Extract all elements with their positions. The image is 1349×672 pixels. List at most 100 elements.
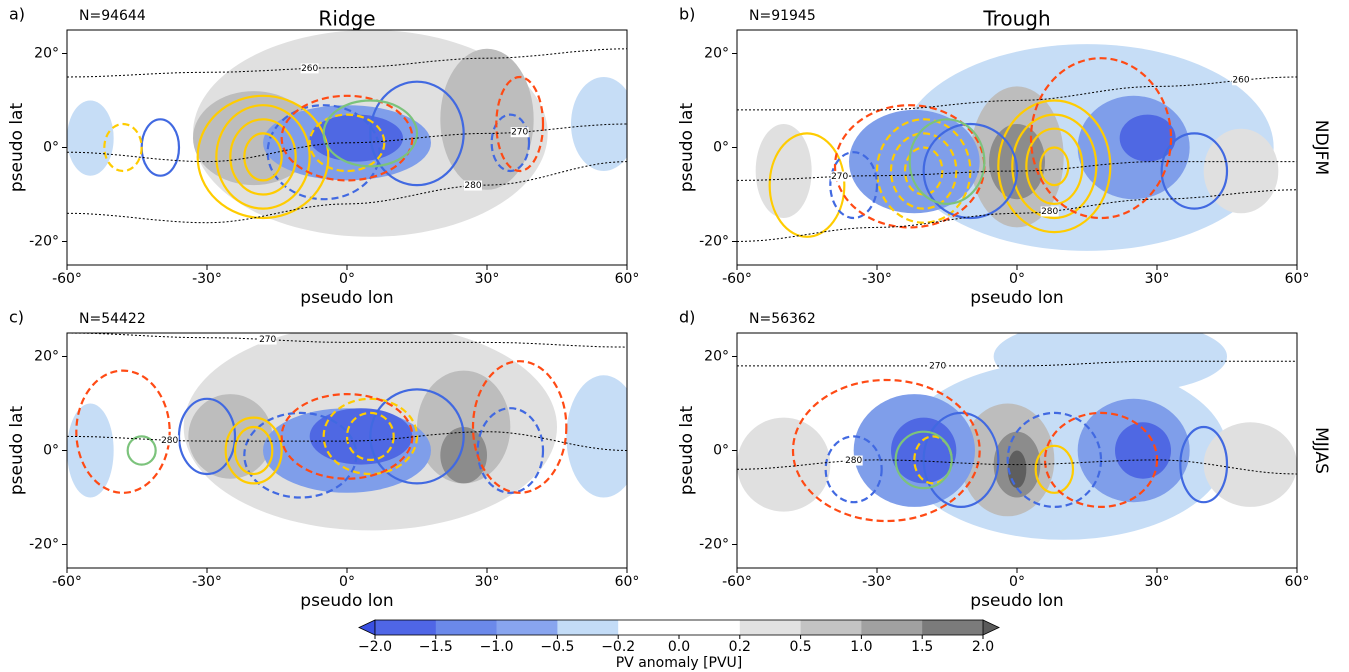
contour-line <box>791 378 981 523</box>
colorbar-segment <box>375 620 437 635</box>
pv-anomaly-region <box>849 109 980 214</box>
contour-line <box>322 397 419 476</box>
contour-line <box>495 75 545 173</box>
contour-line <box>476 407 545 494</box>
row-label: MJJAS <box>1311 427 1331 474</box>
y-tick-label: 20° <box>704 46 729 62</box>
contour-line <box>829 151 879 220</box>
colorbar-tick-label: 0.2 <box>729 639 751 655</box>
isentrope <box>737 189 1297 242</box>
isentrope <box>67 48 627 78</box>
pv-anomaly-region <box>67 403 114 498</box>
y-tick-label: 0° <box>43 443 59 459</box>
pv-anomaly-region <box>67 100 114 176</box>
contour-line <box>1179 425 1229 504</box>
contour-line <box>875 118 972 224</box>
contour-line <box>177 397 237 476</box>
pv-anomaly-region <box>755 124 812 218</box>
contour-line <box>243 411 358 499</box>
contour-label: 280 <box>845 456 862 466</box>
isentrope <box>737 76 1297 111</box>
contour-line <box>894 430 953 490</box>
y-tick-label: 20° <box>704 349 729 365</box>
contour-line <box>369 388 465 485</box>
contour-label: 270 <box>511 128 528 138</box>
y-tick-label: 0° <box>43 140 59 156</box>
y-tick-label: 0° <box>713 140 729 156</box>
y-axis-label: pseudo lat <box>7 103 27 193</box>
colorbar-tick-label: 0.5 <box>789 639 811 655</box>
x-tick-label: -60° <box>52 271 82 287</box>
contour-label: 280 <box>161 436 178 446</box>
x-axis-label: pseudo lon <box>970 591 1063 611</box>
x-tick-label: 60° <box>1285 574 1310 590</box>
contour-line <box>215 104 311 210</box>
contour-line <box>1039 146 1070 187</box>
pv-anomaly-region <box>993 333 1227 395</box>
y-tick-label: -20° <box>699 234 729 250</box>
colorbar-over <box>982 619 1000 636</box>
contour-line <box>889 132 958 210</box>
x-tick-label: -30° <box>862 574 892 590</box>
contour-line <box>103 122 143 173</box>
contour-line <box>768 132 846 238</box>
colorbar-tick-label: −0.5 <box>540 639 574 655</box>
contour-line <box>243 132 283 182</box>
x-tick-label: 60° <box>1285 271 1310 287</box>
pv-anomaly-region <box>737 417 831 512</box>
y-tick-label: -20° <box>29 234 59 250</box>
colorbar-segment <box>496 620 558 635</box>
contour-line <box>1006 411 1103 508</box>
colorbar-label: PV anomaly [PVU] <box>616 655 743 671</box>
x-tick-label: 0° <box>1009 574 1025 590</box>
x-tick-label: -30° <box>862 271 892 287</box>
x-tick-label: -30° <box>192 271 222 287</box>
plot-area: 270 280 <box>67 333 627 531</box>
contour-line <box>75 369 171 494</box>
x-tick-label: 60° <box>615 271 640 287</box>
panel-label: c) <box>9 308 24 327</box>
contour-line <box>1029 57 1173 220</box>
x-tick-label: 0° <box>339 271 355 287</box>
contour-line <box>1034 444 1075 494</box>
plot-area: 260 270 280 <box>737 44 1297 251</box>
x-axis-label: pseudo lon <box>300 591 393 611</box>
colorbar-segment <box>800 620 862 635</box>
colorbar-tick-label: 1.0 <box>850 639 872 655</box>
x-tick-label: 30° <box>475 574 500 590</box>
panel-label: d) <box>679 308 695 327</box>
count-label: N=56362 <box>749 311 816 327</box>
contour-line <box>322 99 419 168</box>
x-tick-label: 0° <box>1009 271 1025 287</box>
x-tick-label: -60° <box>722 574 752 590</box>
isentrope <box>67 123 627 163</box>
y-tick-label: 20° <box>34 349 59 365</box>
contour-label: 260 <box>301 64 318 74</box>
isentrope <box>737 459 1297 475</box>
colorbar-tick-label: −0.2 <box>601 639 635 655</box>
contour-label: 260 <box>1232 76 1249 86</box>
plot-area: 270 280 <box>737 333 1297 540</box>
isentrope <box>737 161 1297 181</box>
colorbar-segment <box>861 620 923 635</box>
contour-line <box>308 113 386 173</box>
contour-line <box>233 425 274 476</box>
x-tick-label: 60° <box>615 574 640 590</box>
count-label: N=54422 <box>79 311 146 327</box>
pv-anomaly-region <box>440 427 487 484</box>
pv-anomaly-region <box>188 394 273 479</box>
contour-line <box>997 99 1112 234</box>
x-tick-label: -60° <box>722 271 752 287</box>
plot-area: 260 270 280 <box>67 30 627 237</box>
panel-title: Ridge <box>318 7 375 31</box>
y-tick-label: -20° <box>29 537 59 553</box>
x-tick-label: -60° <box>52 574 82 590</box>
isentrope <box>737 360 1297 367</box>
isentrope <box>67 161 627 224</box>
y-axis-label: pseudo lat <box>677 103 697 193</box>
colorbar-segment <box>618 620 680 635</box>
contour-line <box>266 104 381 201</box>
contour-line <box>922 411 1000 508</box>
colorbar-segment <box>435 620 497 635</box>
colorbar-tick-label: 1.5 <box>911 639 933 655</box>
